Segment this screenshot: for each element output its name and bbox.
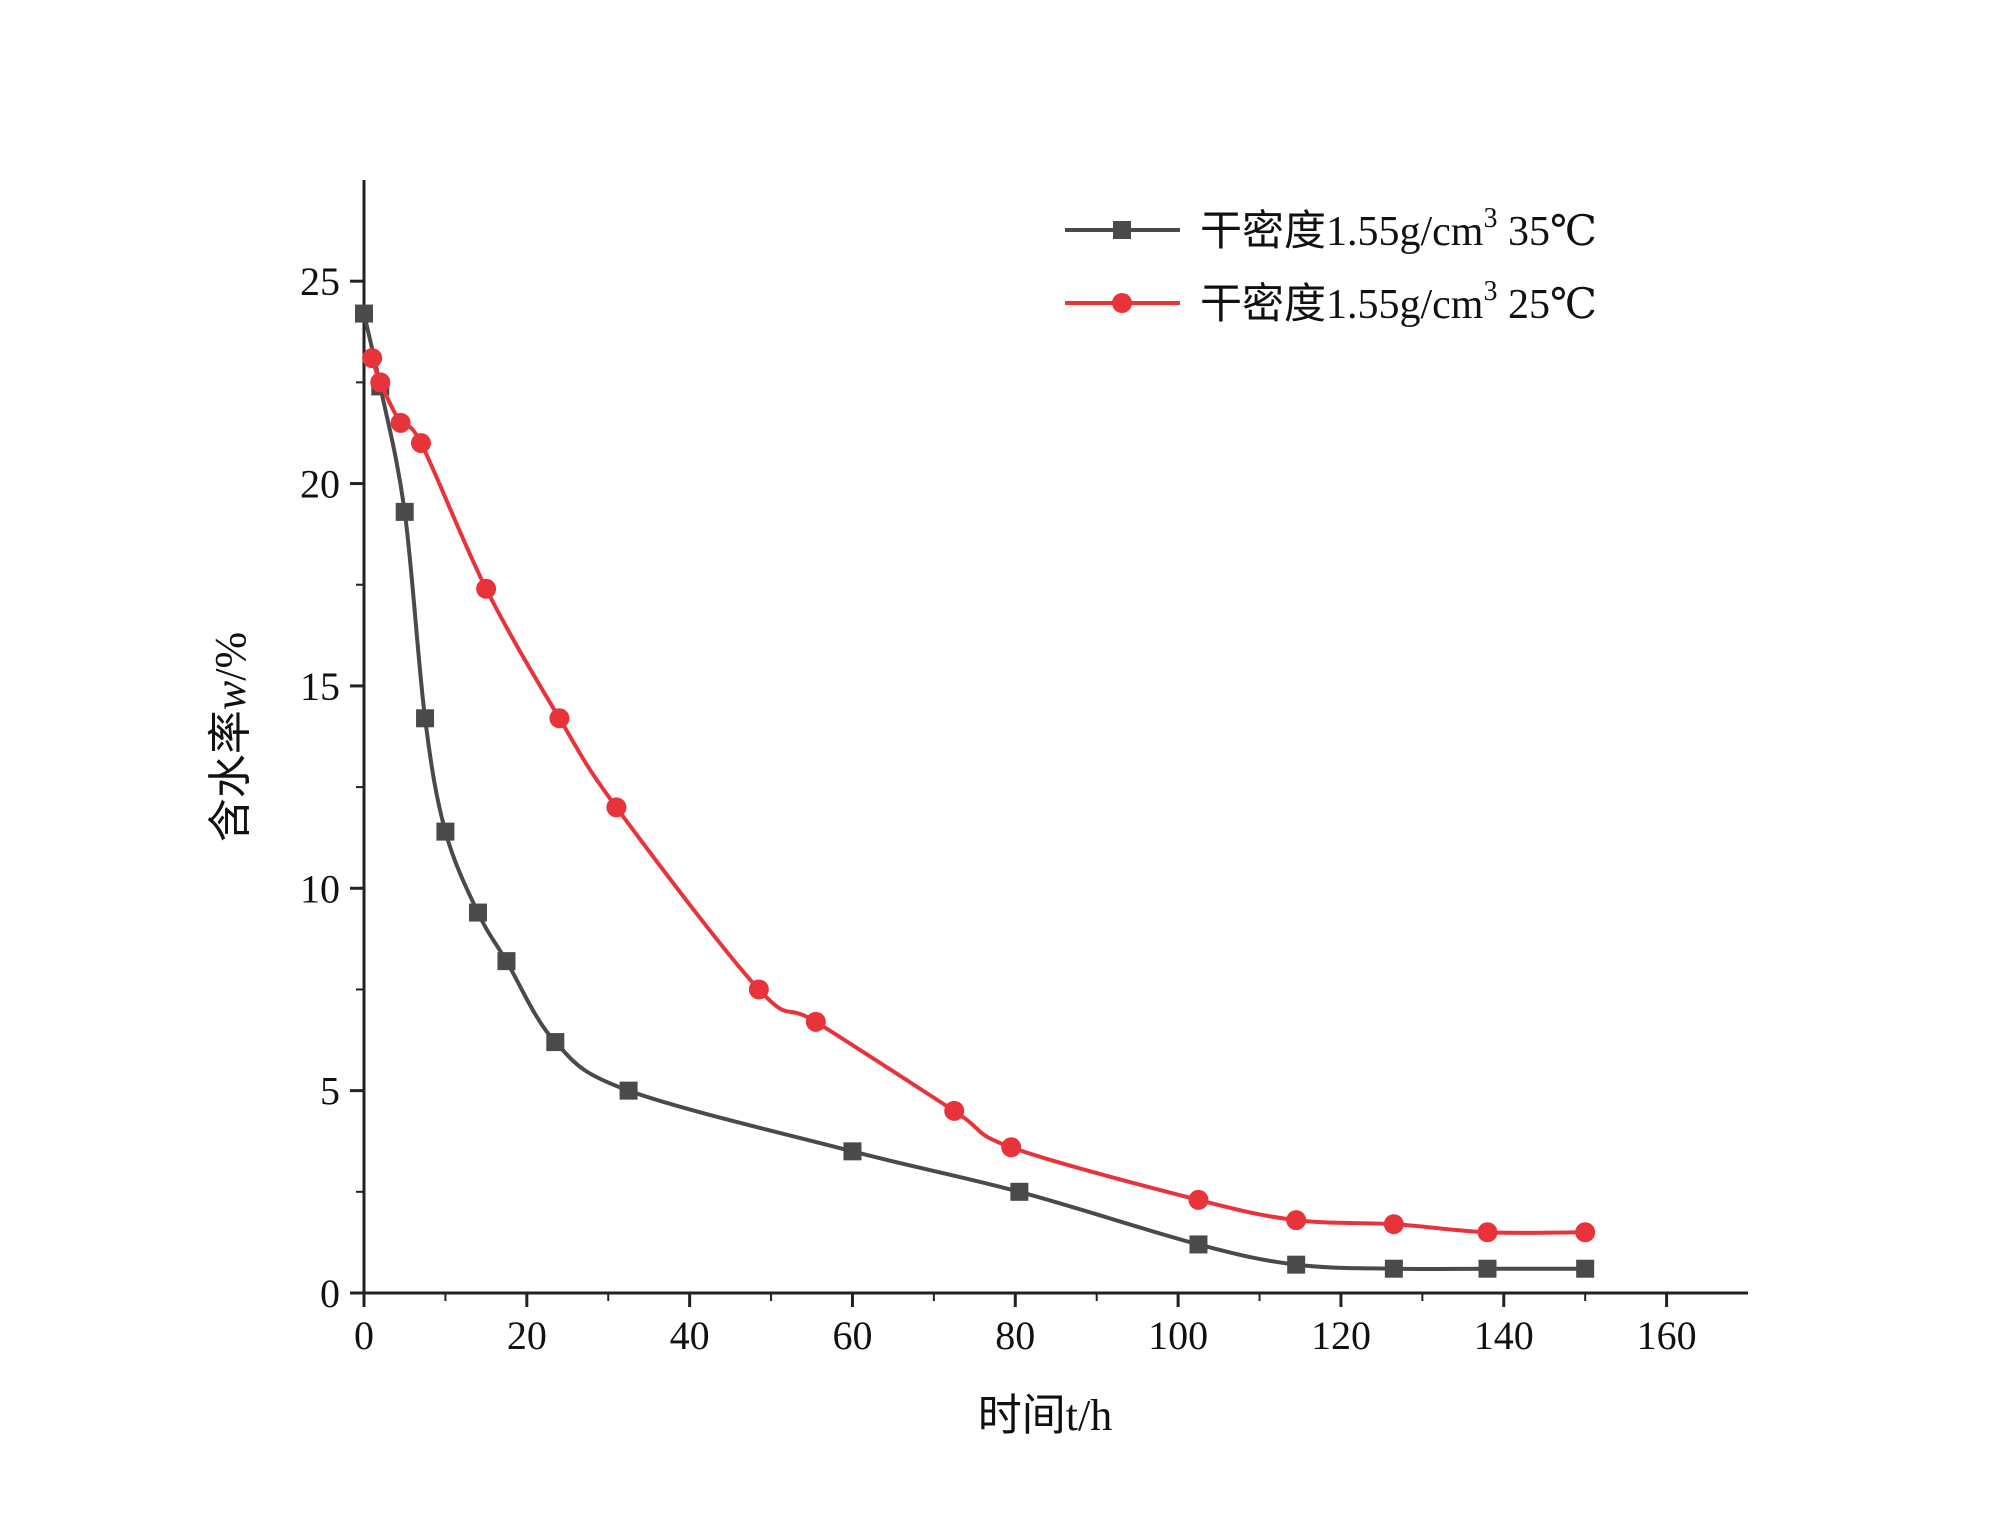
data-point-square — [1478, 1259, 1497, 1278]
legend: 干密度1.55g/cm3 35℃ 干密度1.55g/cm3 25℃ — [1065, 203, 1597, 328]
data-point-square — [1287, 1255, 1306, 1274]
x-tick-label: 60 — [832, 1313, 872, 1358]
y-tick-label: 10 — [300, 866, 340, 911]
data-point-circle — [410, 433, 431, 454]
data-point-circle — [1188, 1189, 1209, 1210]
legend-label-series-2-suffix: 25℃ — [1497, 282, 1596, 328]
data-point-square — [468, 903, 487, 922]
data-point-circle — [944, 1100, 965, 1121]
data-point-circle — [1001, 1137, 1022, 1158]
series-2-line — [370, 357, 1586, 1235]
series-2 — [362, 348, 1596, 1243]
data-point-square — [843, 1142, 862, 1161]
x-tick-label: 160 — [1637, 1313, 1697, 1358]
data-point-circle — [805, 1011, 826, 1032]
y-tick-label: 25 — [300, 259, 340, 304]
data-point-circle — [362, 348, 383, 369]
data-point-square — [546, 1033, 565, 1052]
data-point-square — [1576, 1259, 1595, 1278]
x-axis-title: 时间t/h — [978, 1391, 1112, 1440]
y-axis-title-unit: /% — [206, 632, 255, 681]
legend-label-series-2-prefix: 干密度1.55g/cm — [1200, 281, 1484, 328]
legend-label-series-1: 干密度1.55g/cm3 35℃ — [1200, 203, 1597, 255]
x-tick-label: 80 — [995, 1313, 1035, 1358]
y-axis-title-main: 含水率 — [206, 710, 255, 842]
data-point-circle — [748, 979, 769, 1000]
legend-label-series-1-sup: 3 — [1483, 203, 1497, 234]
legend-item-series-1: 干密度1.55g/cm3 35℃ — [1065, 203, 1597, 255]
data-point-square — [436, 822, 455, 841]
data-point-circle — [606, 797, 627, 818]
y-tick-label: 0 — [320, 1271, 340, 1316]
data-point-square — [355, 304, 373, 323]
data-point-square — [416, 709, 435, 728]
legend-label-series-1-suffix: 35℃ — [1497, 209, 1596, 255]
legend-item-series-2: 干密度1.55g/cm3 25℃ — [1065, 276, 1597, 328]
data-point-square — [497, 952, 516, 971]
legend-label-series-1-prefix: 干密度1.55g/cm — [1200, 208, 1484, 255]
series-layer — [355, 304, 1596, 1278]
data-point-circle — [549, 708, 570, 729]
data-point-circle — [1477, 1222, 1498, 1243]
data-point-circle — [390, 412, 411, 433]
data-point-circle — [1383, 1214, 1404, 1235]
x-tick-label: 0 — [354, 1313, 374, 1358]
data-point-square — [395, 502, 414, 521]
series-1 — [355, 304, 1595, 1278]
axes: 0 20 40 60 80 100 120 140 160 0 5 10 15 20 25 — [300, 180, 1748, 1358]
x-tick-label: 120 — [1311, 1313, 1371, 1358]
y-axis-title-symbol: w — [206, 680, 255, 710]
data-point-square — [1189, 1235, 1208, 1254]
y-tick-label: 5 — [320, 1069, 340, 1114]
data-point-circle — [1286, 1210, 1307, 1231]
legend-marker-square — [1113, 221, 1131, 239]
y-tick-label: 20 — [300, 462, 340, 507]
data-point-square — [1384, 1259, 1403, 1278]
data-point-circle — [1575, 1222, 1596, 1243]
data-point-circle — [476, 578, 497, 599]
x-tick-label: 140 — [1474, 1313, 1534, 1358]
x-tick-label: 40 — [670, 1313, 710, 1358]
data-point-circle — [370, 372, 391, 393]
y-tick-label: 15 — [300, 664, 340, 709]
data-point-square — [619, 1081, 638, 1100]
legend-marker-circle — [1112, 293, 1132, 313]
data-point-square — [1010, 1182, 1029, 1201]
y-axis-title: 含水率w/% — [206, 632, 255, 842]
x-tick-label: 100 — [1148, 1313, 1208, 1358]
legend-label-series-2-sup: 3 — [1483, 276, 1497, 307]
x-tick-label: 20 — [507, 1313, 547, 1358]
legend-label-series-2: 干密度1.55g/cm3 25℃ — [1200, 276, 1597, 328]
